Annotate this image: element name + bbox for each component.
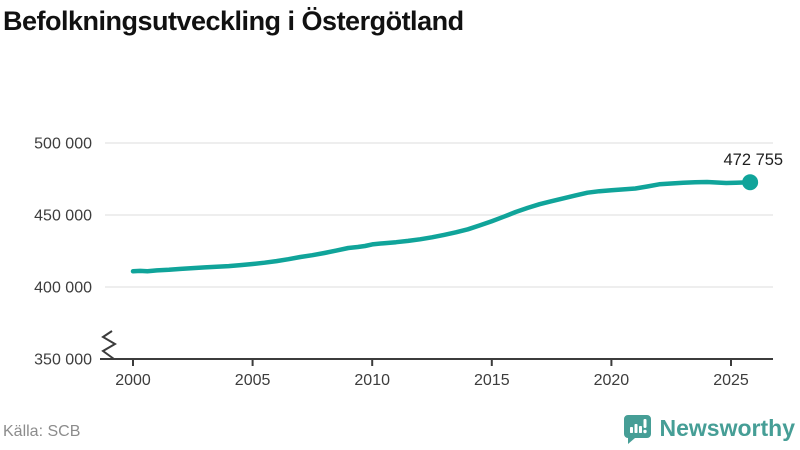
x-tick-label: 2025	[713, 372, 749, 389]
y-tick-label: 350 000	[34, 352, 92, 369]
y-tick-label: 500 000	[34, 136, 92, 153]
newsworthy-chart-bubble-icon	[623, 415, 651, 444]
x-tick-label: 2005	[235, 372, 271, 389]
x-tick-label: 2010	[354, 372, 390, 389]
x-tick-label: 2020	[594, 372, 630, 389]
y-tick-label: 400 000	[34, 280, 92, 297]
x-tick-label: 2015	[474, 372, 510, 389]
page-title: Befolkningsutveckling i Östergötland	[3, 6, 464, 36]
end-point-dot	[742, 174, 759, 191]
y-tick-label: 450 000	[34, 208, 92, 225]
x-tick-label: 2000	[115, 372, 151, 389]
population-series-line	[130, 179, 753, 274]
chart-footer: Källa: SCB Newsworthy	[0, 408, 800, 450]
source-text: Källa: SCB	[3, 423, 81, 440]
newsworthy-wordmark: Newsworthy	[659, 415, 795, 441]
newsworthy-logo[interactable]: Newsworthy	[622, 413, 795, 444]
axis-break-icon	[101, 330, 117, 360]
end-point-value-label: 472 755	[723, 151, 783, 169]
population-line-chart: 350 000 400 000 450 000 500 000 2000 2005 2010…	[34, 136, 783, 390]
